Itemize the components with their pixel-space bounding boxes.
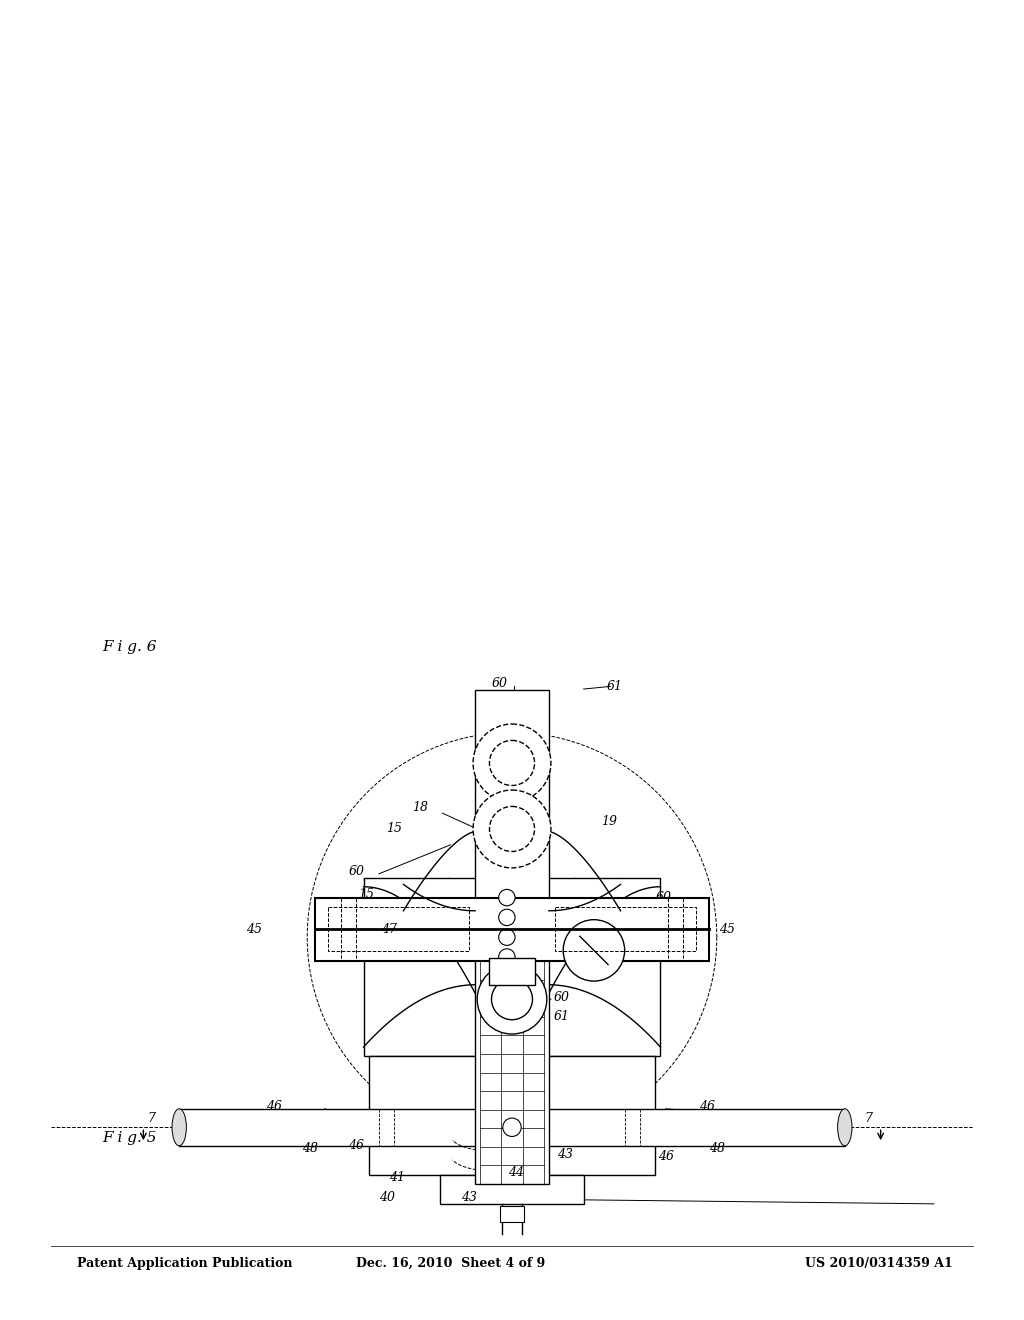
Bar [475,690,549,1184]
Circle shape [477,965,547,1034]
Text: 45: 45 [719,923,735,936]
Text: 46: 46 [266,1100,283,1113]
Circle shape [473,791,551,867]
Text: 61: 61 [606,680,623,693]
Text: 18: 18 [412,801,428,814]
Text: 43: 43 [461,1191,477,1204]
Bar [500,1206,524,1222]
Text: 43: 43 [557,1148,573,1162]
Circle shape [563,920,625,981]
Text: Patent Application Publication: Patent Application Publication [77,1257,292,1270]
Circle shape [499,890,515,906]
Text: 46: 46 [348,1139,365,1152]
Text: 48: 48 [709,1142,725,1155]
Ellipse shape [838,1109,852,1146]
Text: 19: 19 [601,814,617,828]
Text: 7: 7 [864,1111,872,1125]
Bar [328,907,469,952]
Text: 45: 45 [246,923,262,936]
Text: F i g. 5: F i g. 5 [102,1131,157,1144]
Circle shape [489,741,535,785]
Circle shape [499,929,515,945]
Circle shape [499,1008,515,1024]
Circle shape [499,949,515,965]
Text: 47: 47 [381,923,397,936]
Text: 45: 45 [642,915,658,928]
Text: 45: 45 [362,915,379,928]
Circle shape [503,1118,521,1137]
Text: 13: 13 [487,821,504,834]
Text: 7: 7 [147,1111,156,1125]
Text: Dec. 16, 2010  Sheet 4 of 9: Dec. 16, 2010 Sheet 4 of 9 [356,1257,545,1270]
Text: 40: 40 [379,1191,395,1204]
Bar [315,898,709,961]
Text: 46: 46 [698,1100,715,1113]
Text: F i g. 6: F i g. 6 [102,640,157,653]
Text: 60: 60 [492,677,508,690]
Text: 60: 60 [553,991,569,1005]
Text: 48: 48 [302,1142,318,1155]
Circle shape [492,978,532,1020]
Text: 15: 15 [358,888,375,902]
Circle shape [499,909,515,925]
Text: 47: 47 [584,923,600,936]
Circle shape [499,989,515,1005]
Bar [369,1056,655,1175]
Ellipse shape [172,1109,186,1146]
Text: 18: 18 [526,817,543,830]
Bar [555,907,696,952]
Text: 44: 44 [508,1208,524,1221]
Text: 60: 60 [348,865,365,878]
Text: 44: 44 [508,1166,524,1179]
Bar [440,1175,584,1204]
Bar [179,1109,845,1146]
Bar [489,958,535,985]
Text: 15: 15 [386,822,402,836]
Text: 41: 41 [389,1171,406,1184]
Text: 46: 46 [657,1150,674,1163]
Text: US 2010/0314359 A1: US 2010/0314359 A1 [805,1257,952,1270]
Circle shape [473,725,551,801]
Bar [364,878,660,1056]
Text: 60: 60 [655,891,672,904]
Circle shape [499,969,515,985]
Text: 61: 61 [553,1010,569,1023]
Circle shape [489,807,535,851]
